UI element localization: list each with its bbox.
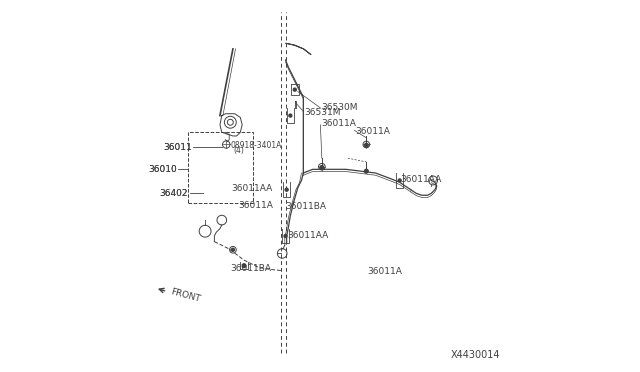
- Circle shape: [364, 143, 368, 147]
- Text: 36530M: 36530M: [321, 103, 358, 112]
- Text: 36011: 36011: [163, 142, 192, 151]
- Circle shape: [242, 264, 246, 267]
- Circle shape: [289, 114, 292, 117]
- Circle shape: [364, 169, 368, 173]
- Text: FRONT: FRONT: [170, 287, 202, 304]
- Bar: [188, 132, 253, 203]
- Circle shape: [232, 248, 234, 251]
- Text: 36402: 36402: [159, 189, 188, 198]
- Circle shape: [398, 179, 401, 182]
- Text: 36531M: 36531M: [304, 108, 340, 117]
- Circle shape: [293, 88, 296, 91]
- Circle shape: [284, 235, 287, 237]
- Text: 36011: 36011: [163, 142, 192, 151]
- Text: 36011BA: 36011BA: [285, 202, 326, 211]
- Text: 36402: 36402: [159, 189, 188, 198]
- Circle shape: [320, 166, 324, 169]
- Text: (4): (4): [233, 146, 244, 155]
- Text: 36011AA: 36011AA: [232, 185, 273, 193]
- Text: 08918-3401A: 08918-3401A: [230, 141, 282, 151]
- Text: 36011AA: 36011AA: [401, 175, 442, 184]
- Text: 36011A: 36011A: [238, 201, 273, 210]
- Text: 36010: 36010: [148, 165, 177, 174]
- Text: 36010: 36010: [148, 165, 177, 174]
- Text: 36011A: 36011A: [355, 126, 390, 136]
- Text: 36011AA: 36011AA: [287, 231, 328, 240]
- Text: 36011BA: 36011BA: [230, 264, 271, 273]
- Text: X4430014: X4430014: [451, 350, 500, 360]
- Text: 36011A: 36011A: [367, 267, 403, 276]
- Text: 36011A: 36011A: [321, 119, 356, 128]
- Circle shape: [285, 188, 288, 191]
